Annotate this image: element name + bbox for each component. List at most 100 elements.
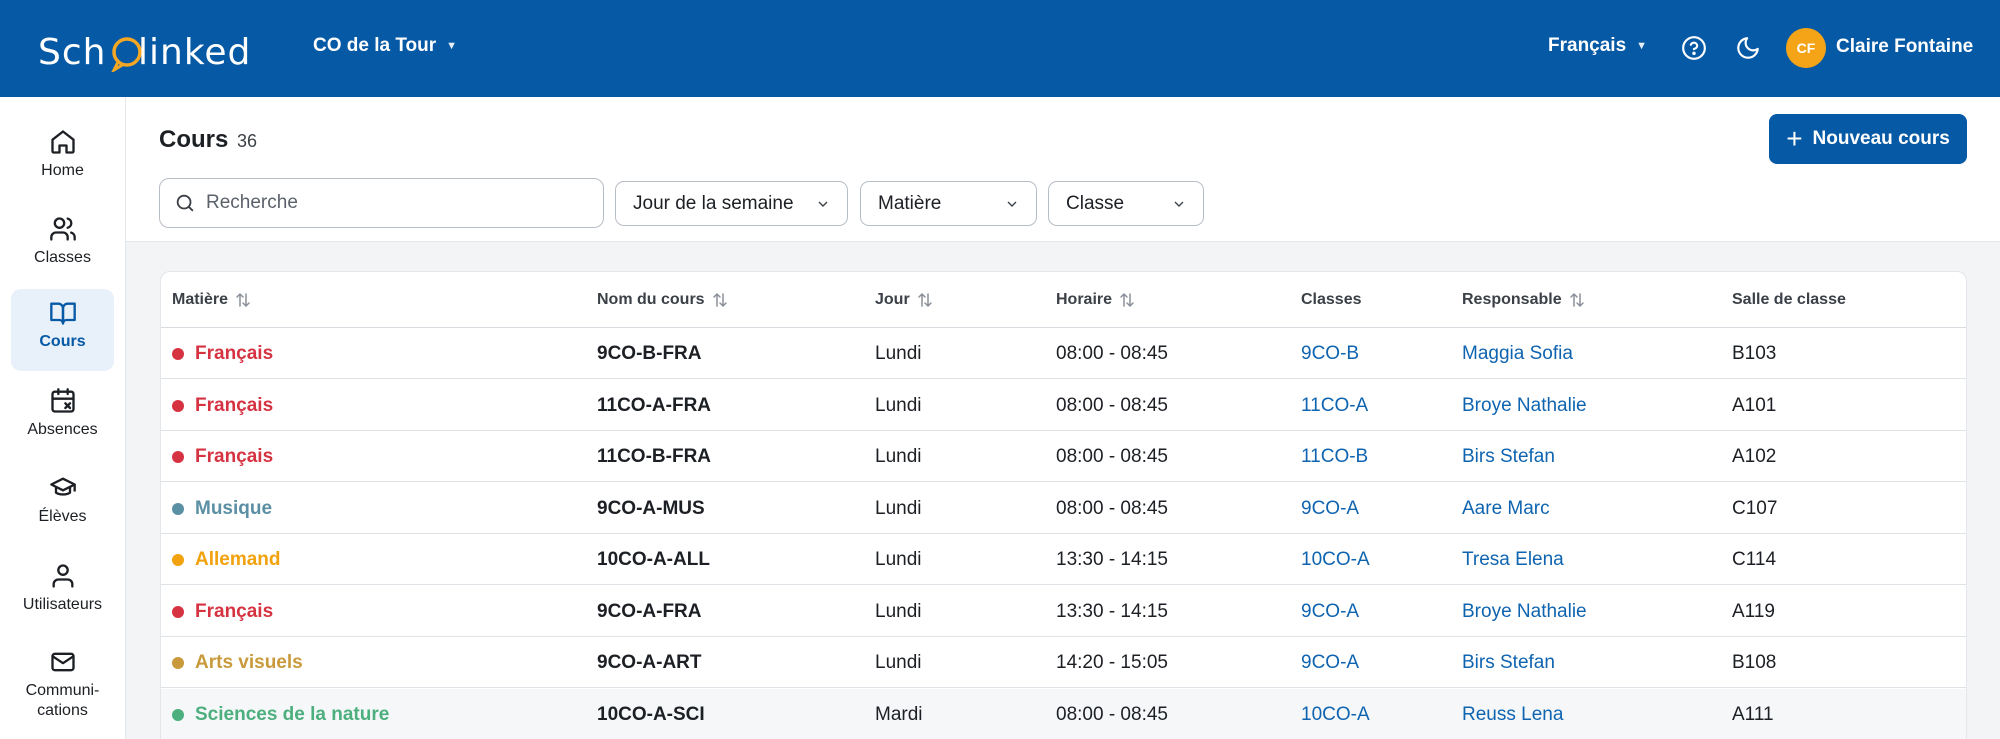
sidebar-item-label: Classes (34, 249, 91, 266)
subject-cell: Français (172, 395, 273, 417)
new-course-button[interactable]: + Nouveau cours (1769, 114, 1967, 164)
svg-text:linked: linked (138, 32, 251, 72)
sidebar-item-cours[interactable]: Cours (11, 289, 114, 371)
class-link[interactable]: 9CO-A (1301, 652, 1360, 673)
sidebar-item-communications[interactable]: Communi- cations (11, 638, 114, 736)
table-row[interactable]: Français 9CO-A-FRA Lundi 13:30 - 14:15 9CO-A… (161, 586, 1966, 637)
responsible-link[interactable]: Maggia Sofia (1462, 343, 1573, 364)
class-link[interactable]: 10CO-A (1301, 703, 1370, 725)
sidebar-item-label: Absences (27, 421, 98, 438)
sort-icon[interactable] (1118, 291, 1136, 309)
table-row[interactable]: Français 11CO-A-FRA Lundi 08:00 - 08:45 11CO… (161, 380, 1966, 431)
sidebar-item-classes[interactable]: Classes (11, 205, 114, 287)
avatar[interactable]: CF (1786, 28, 1826, 68)
col-responsible[interactable]: Responsable (1462, 291, 1586, 309)
user-name[interactable]: Claire Fontaine (1836, 36, 1974, 57)
responsible-link[interactable]: Reuss Lena (1462, 703, 1564, 725)
time-cell: 08:00 - 08:45 (1056, 446, 1168, 467)
subject-label: Arts visuels (195, 652, 303, 673)
table-row[interactable]: Allemand 10CO-A-ALL Lundi 13:30 - 14:15 10CO… (161, 534, 1966, 585)
help-icon[interactable] (1681, 35, 1707, 61)
class-link[interactable]: 11CO-A (1301, 394, 1369, 416)
subject-cell: Arts visuels (172, 652, 303, 674)
calendar-x-icon (50, 388, 75, 413)
sidebar-item-utilisateurs[interactable]: Utilisateurs (11, 552, 114, 634)
sort-icon[interactable] (916, 291, 934, 309)
sort-icon[interactable] (234, 291, 252, 309)
responsible-link[interactable]: Aare Marc (1462, 497, 1550, 519)
course-name[interactable]: 11CO-B-FRA (597, 446, 712, 467)
sort-icon[interactable] (1568, 291, 1586, 309)
sidebar-item-home[interactable]: Home (11, 118, 114, 200)
sidebar-item-label: Élèves (38, 508, 87, 525)
responsible-link[interactable]: Birs Stefan (1462, 652, 1555, 673)
sidebar-item-absences[interactable]: Absences (11, 377, 114, 459)
room-cell: B103 (1732, 343, 1777, 364)
room-cell: A101 (1732, 394, 1777, 416)
user-icon (52, 564, 74, 588)
col-course-name[interactable]: Nom du cours (597, 291, 729, 309)
room-cell: B108 (1732, 652, 1777, 673)
table-row[interactable]: Arts visuels 9CO-A-ART Lundi 14:20 - 15:05 9… (161, 637, 1966, 688)
app-logo[interactable]: Sch linked (38, 28, 260, 72)
course-name[interactable]: 10CO-A-ALL (597, 549, 710, 570)
day-cell: Lundi (875, 497, 922, 519)
sidebar-item-label: Utilisateurs (22, 596, 103, 613)
class-filter-dropdown[interactable]: Classe (1048, 181, 1204, 226)
course-name[interactable]: 9CO-A-ART (597, 652, 702, 673)
school-selector[interactable]: CO de la Tour ▼ (313, 35, 457, 57)
table-row[interactable]: Sciences de la nature 10CO-A-SCI Mardi 08:0… (161, 688, 1966, 739)
chevron-down-icon (1007, 201, 1017, 207)
responsible-link[interactable]: Birs Stefan (1462, 446, 1555, 467)
responsible-link[interactable]: Broye Nathalie (1462, 394, 1587, 416)
responsible-link[interactable]: Tresa Elena (1462, 549, 1564, 570)
search-input[interactable] (206, 192, 586, 214)
school-name: CO de la Tour (313, 35, 437, 56)
responsible-link[interactable]: Broye Nathalie (1462, 600, 1587, 622)
time-cell: 13:30 - 14:15 (1056, 549, 1168, 570)
page-title: Cours (159, 126, 229, 153)
sidebar-item-label-2: cations (37, 702, 88, 719)
sort-icon[interactable] (711, 291, 729, 309)
subject-cell: Français (172, 601, 273, 623)
day-cell: Lundi (875, 343, 922, 364)
course-name[interactable]: 9CO-A-FRA (597, 600, 702, 622)
caret-down-icon: ▼ (1636, 40, 1648, 52)
room-cell: A111 (1732, 703, 1774, 725)
subject-color-dot (172, 554, 184, 566)
sidebar: Home Classes Cours Absences Élèves Utili… (0, 97, 126, 739)
subject-color-dot (172, 605, 184, 618)
book-icon (49, 302, 76, 325)
table-row[interactable]: Français 9CO-B-FRA Lundi 08:00 - 08:45 9CO-B… (161, 328, 1966, 379)
class-link[interactable]: 10CO-A (1301, 549, 1370, 570)
col-time[interactable]: Horaire (1056, 291, 1136, 309)
subject-cell: Sciences de la nature (172, 704, 389, 726)
class-link[interactable]: 9CO-A (1301, 497, 1360, 519)
svg-text:Sch: Sch (38, 32, 106, 72)
course-name[interactable]: 9CO-A-MUS (597, 497, 705, 519)
language-selector[interactable]: Français ▼ (1548, 35, 1647, 57)
subject-label: Français (195, 394, 274, 416)
day-cell: Lundi (875, 652, 922, 673)
time-cell: 08:00 - 08:45 (1056, 497, 1168, 519)
subject-label: Français (195, 343, 274, 364)
dark-mode-icon[interactable] (1735, 35, 1761, 61)
sidebar-item-eleves[interactable]: Élèves (11, 464, 114, 546)
home-icon (50, 130, 75, 154)
subject-filter-dropdown[interactable]: Matière (860, 181, 1037, 226)
room-cell: A102 (1732, 446, 1777, 467)
col-day[interactable]: Jour (875, 291, 934, 309)
course-name[interactable]: 9CO-B-FRA (597, 343, 702, 364)
col-subject[interactable]: Matière (172, 291, 252, 309)
search-box[interactable] (159, 178, 604, 228)
class-filter-label: Classe (1066, 192, 1125, 214)
table-row[interactable]: Français 11CO-B-FRA Lundi 08:00 - 08:45 11CO… (161, 431, 1966, 482)
table-row[interactable]: Musique 9CO-A-MUS Lundi 08:00 - 08:45 9CO-A A… (161, 483, 1966, 534)
class-link[interactable]: 9CO-A (1301, 600, 1360, 622)
day-filter-dropdown[interactable]: Jour de la semaine (615, 181, 848, 226)
course-name[interactable]: 10CO-A-SCI (597, 703, 705, 725)
class-link[interactable]: 9CO-B (1301, 343, 1360, 364)
class-link[interactable]: 11CO-B (1301, 446, 1369, 467)
course-name[interactable]: 11CO-A-FRA (597, 394, 712, 416)
subject-color-dot (172, 502, 184, 515)
